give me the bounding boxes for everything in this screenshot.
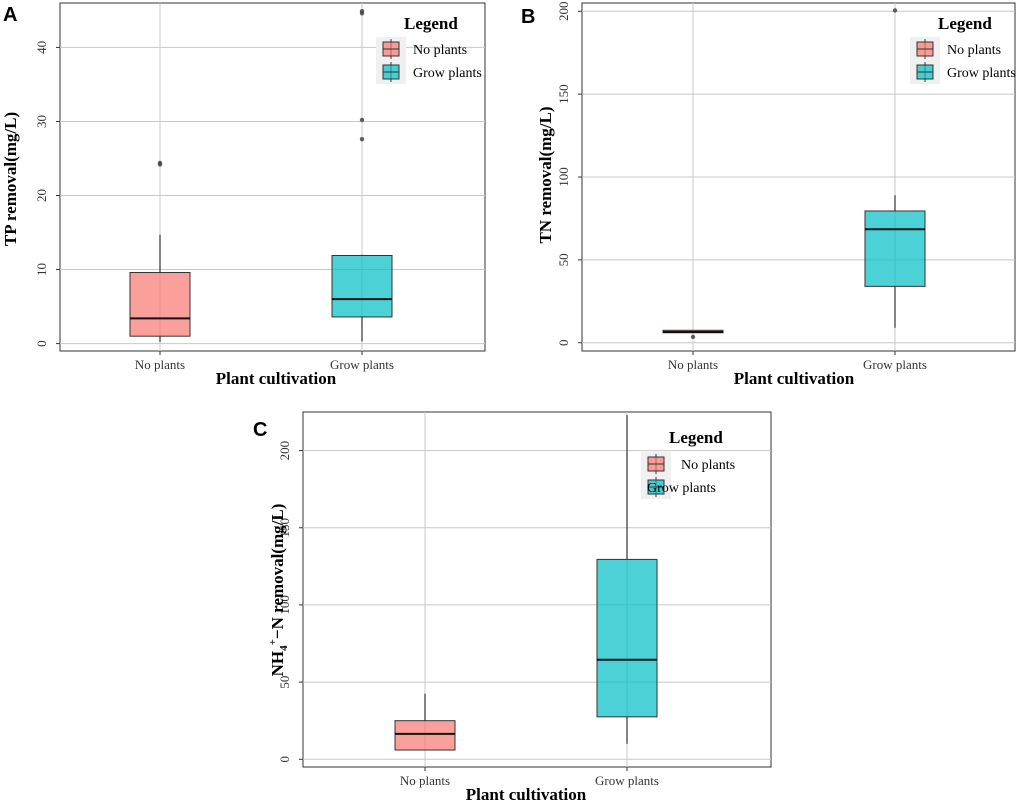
panel-a-box-grow-plants [331,254,393,318]
panel-b: B 0 50 100 150 200 No plants Grow plants TN re… [521,2,1016,388]
panel-a-outlier-grow-plants [359,117,365,123]
panel-c-letter: C [253,419,267,441]
panel-c-tick-label-y: 200 [277,441,292,461]
panel-a-box-no-plants [129,272,191,337]
panel-c-box-grow-plants [596,558,658,718]
panel-c-legend-label-no-plants: No plants [681,458,735,473]
panel-a-tick-label-y: 30 [34,115,49,128]
panel-b-tick-label-y: 0 [556,339,571,346]
panel-c-ylabel-sub: 4 [278,645,290,651]
panel-a-outlier-grow-plants [359,137,365,142]
panel-b-tick-label-y: 50 [556,253,571,266]
panel-a-outlier-no-plants [157,160,163,166]
panel-c-box-no-plants [394,720,456,751]
panel-a: A 0 10 20 30 40 No plants Grow plants TP remov… [1,2,486,388]
panel-c-tick-label-y: 150 [277,518,292,538]
panel-a-plot: 0 10 20 30 40 No plants Grow plants [34,2,486,372]
panel-b-tick-label-y: 150 [556,84,571,104]
panel-a-outlier-grow-plants [359,8,365,14]
panel-a-tick-label-y: 20 [34,189,49,202]
panel-c-tick-label-x: No plants [400,773,450,788]
panel-b-plot: 0 50 100 150 200 No plants Grow plants [556,2,1016,372]
panel-b-xlabel: Plant cultivation [734,369,855,388]
panel-a-tick-label-y: 40 [34,41,49,54]
panel-c-legend: Legend No plants Grow plants [641,428,735,499]
panel-b-ylabel: TN removal(mg/L) [536,106,555,243]
panel-c: C 0 50 100 150 200 No plants Grow plants NH4+−… [253,411,772,803]
panel-c-tick-label-x: Grow plants [595,773,659,788]
panel-c-ylabel-base: NH [268,651,287,677]
panel-a-legend-title: Legend [404,14,458,33]
panel-a-ylabel: TP removal(mg/L) [1,112,20,246]
panel-c-xlabel: Plant cultivation [466,785,587,803]
panel-b-legend-label-no-plants: No plants [947,43,1001,58]
panel-c-legend-label-grow-plants: Grow plants [647,481,716,496]
panel-a-legend: Legend No plants Grow plants [376,14,482,84]
panel-b-letter: B [521,6,535,28]
panel-b-outlier-grow-plants [892,8,898,13]
panel-b-legend-label-grow-plants: Grow plants [947,66,1016,81]
panel-b-legend: Legend No plants Grow plants [910,14,1016,84]
panel-a-tick-label-y: 0 [34,340,49,347]
panel-b-tick-label-x: Grow plants [863,357,927,372]
panel-b-legend-title: Legend [938,14,992,33]
panel-b-outlier-no-plants [690,334,696,340]
panel-c-ylabel-rest: −N removal(mg/L) [268,504,287,639]
panel-c-plot-area [302,411,772,768]
panel-a-tick-label-x: No plants [135,357,185,372]
panel-b-tick-label-x: No plants [668,357,718,372]
panel-c-tick-label-y: 100 [277,595,292,615]
panel-a-legend-label-grow-plants: Grow plants [413,66,482,81]
panel-c-ylabel-sup: + [267,639,279,645]
panel-a-letter: A [3,4,17,26]
panel-c-ylabel: NH4+−N removal(mg/L) [267,504,290,677]
panel-b-tick-label-y: 100 [556,167,571,187]
panel-c-tick-label-y: 50 [277,676,292,689]
panel-a-tick-label-x: Grow plants [330,357,394,372]
panel-c-plot: 0 50 100 150 200 No plants Grow plants [277,411,772,788]
panel-b-box-grow-plants [864,210,926,287]
panel-a-tick-label-y: 10 [34,263,49,276]
panel-c-tick-label-y: 0 [277,756,292,763]
panel-c-legend-title: Legend [669,428,723,447]
panel-a-xlabel: Plant cultivation [216,369,337,388]
panel-b-tick-label-y: 200 [556,2,571,22]
panel-a-legend-label-no-plants: No plants [413,43,467,58]
